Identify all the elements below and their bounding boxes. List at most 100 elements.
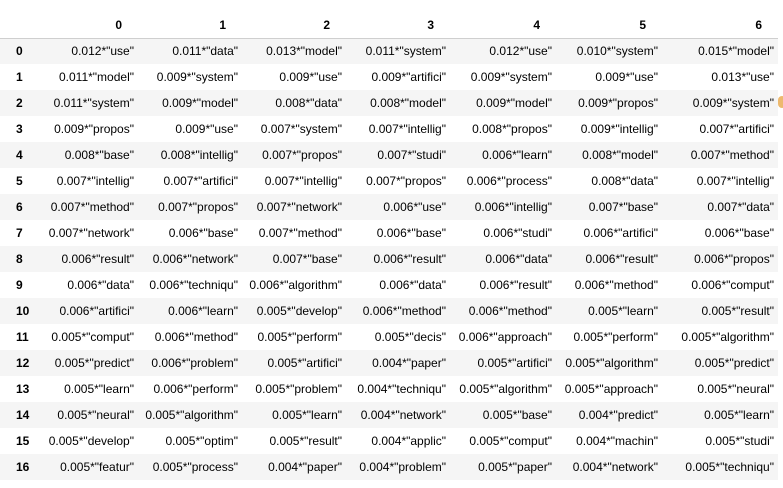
table-cell: 0.009*"artifici" [371, 70, 446, 84]
row-index: 9 [16, 278, 23, 292]
table-cell: 0.004*"problem" [359, 460, 446, 474]
table-cell: 0.008*"model" [370, 96, 446, 110]
table-cell: 0.009*"model" [162, 96, 238, 110]
table-row: 12 0.005*"predict" 0.006*"problem" 0.005*"a… [0, 350, 778, 376]
table-cell: 0.006*"perform" [153, 382, 238, 396]
table-cell: 0.005*"neural" [57, 408, 134, 422]
table-cell: 0.006*"result" [373, 252, 446, 266]
scroll-edge-indicator [778, 96, 783, 108]
table-cell: 0.005*"result" [269, 434, 342, 448]
table-cell: 0.005*"algorithm" [681, 330, 774, 344]
table-cell: 0.006*"base" [168, 226, 238, 240]
table-cell: 0.006*"learn" [482, 148, 552, 162]
table-cell: 0.005*"algorithm" [145, 408, 238, 422]
table-cell: 0.006*"result" [585, 252, 658, 266]
table-cell: 0.005*"featur" [60, 460, 134, 474]
table-cell: 0.009*"intellig" [580, 122, 658, 136]
table-cell: 0.006*"learn" [168, 304, 238, 318]
table-cell: 0.007*"network" [48, 226, 134, 240]
table-cell: 0.007*"system" [260, 122, 342, 136]
table-row: 5 0.007*"intellig" 0.007*"artifici" 0.007*"… [0, 168, 778, 194]
table-cell: 0.006*"result" [479, 278, 552, 292]
table-cell: 0.006*"base" [376, 226, 446, 240]
row-index: 15 [16, 434, 30, 448]
table-cell: 0.006*"data" [67, 278, 134, 292]
table-cell: 0.006*"network" [152, 252, 238, 266]
table-cell: 0.005*"develop" [256, 304, 342, 318]
table-cell: 0.006*"algorithm" [249, 278, 342, 292]
table-cell: 0.008*"data" [591, 174, 658, 188]
table-cell: 0.008*"data" [275, 96, 342, 110]
dataframe-output: 0 1 2 3 4 5 6 0 0.012*"use" 0.011*"data" 0.… [0, 12, 783, 480]
table-cell: 0.010*"system" [576, 44, 658, 59]
column-header: 5 [556, 12, 662, 39]
table-cell: 0.007*"propos" [366, 174, 446, 188]
table-cell: 0.004*"network" [572, 460, 658, 474]
table-cell: 0.007*"studi" [377, 148, 446, 162]
row-index: 3 [16, 122, 23, 136]
table-cell: 0.004*"paper" [372, 356, 446, 370]
table-cell: 0.008*"intellig" [160, 148, 238, 162]
table-row: 2 0.011*"system" 0.009*"model" 0.008*"data"… [0, 90, 778, 116]
table-cell: 0.008*"model" [582, 148, 658, 162]
table-cell: 0.007*"propos" [158, 200, 238, 214]
table-cell: 0.006*"base" [704, 226, 774, 240]
row-index: 1 [16, 70, 23, 84]
table-row: 4 0.008*"base" 0.008*"intellig" 0.007*"prop… [0, 142, 778, 168]
table-cell: 0.007*"data" [707, 200, 774, 214]
row-index: 14 [16, 408, 30, 422]
table-cell: 0.007*"intellig" [696, 174, 774, 188]
table-cell: 0.005*"artifici" [477, 356, 552, 370]
table-cell: 0.011*"system" [365, 44, 446, 59]
table-cell: 0.006*"studi" [483, 226, 552, 240]
column-header: 0 [46, 12, 138, 39]
table-cell: 0.011*"model" [58, 70, 134, 84]
table-cell: 0.006*"data" [485, 252, 552, 266]
table-cell: 0.005*"perform" [573, 330, 658, 344]
row-index: 2 [16, 96, 23, 110]
table-cell: 0.006*"propos" [694, 252, 774, 266]
table-row: 15 0.005*"develop" 0.005*"optim" 0.005*"res… [0, 428, 778, 454]
table-cell: 0.005*"algorithm" [459, 382, 552, 396]
table-cell: 0.005*"artifici" [267, 356, 342, 370]
table-cell: 0.011*"data" [172, 44, 238, 59]
table-cell: 0.007*"base" [588, 200, 658, 214]
table-cell: 0.012*"use" [71, 44, 134, 59]
table-cell: 0.008*"base" [64, 148, 134, 162]
table-cell: 0.004*"applic" [371, 434, 446, 448]
row-index: 11 [16, 330, 29, 344]
table-cell: 0.007*"method" [258, 226, 342, 240]
table-cell: 0.011*"system" [53, 96, 134, 110]
table-row: 0 0.012*"use" 0.011*"data" 0.013*"model" 0.0… [0, 38, 778, 64]
table-cell: 0.012*"use" [489, 44, 552, 59]
table-cell: 0.008*"propos" [472, 122, 552, 136]
table-cell: 0.005*"learn" [272, 408, 342, 422]
table-cell: 0.009*"system" [692, 96, 774, 110]
table-cell: 0.006*"problem" [151, 356, 238, 370]
table-cell: 0.013*"model" [266, 44, 342, 59]
table-cell: 0.004*"predict" [578, 408, 658, 422]
table-row: 14 0.005*"neural" 0.005*"algorithm" 0.005*"… [0, 402, 778, 428]
table-cell: 0.005*"neural" [697, 382, 774, 396]
table-cell: 0.005*"learn" [704, 408, 774, 422]
table-cell: 0.006*"process" [466, 174, 552, 188]
table-cell: 0.005*"techniqu" [685, 460, 774, 474]
table-cell: 0.006*"intellig" [474, 200, 552, 214]
table-cell: 0.005*"studi" [705, 434, 774, 448]
table-cell: 0.009*"use" [279, 70, 342, 84]
table-cell: 0.009*"use" [595, 70, 658, 84]
table-cell: 0.005*"comput" [469, 434, 552, 448]
table-body: 0 0.012*"use" 0.011*"data" 0.013*"model" 0.0… [0, 38, 778, 480]
table-cell: 0.009*"propos" [54, 122, 134, 136]
table-cell: 0.007*"artifici" [699, 122, 774, 136]
table-cell: 0.007*"method" [690, 148, 774, 162]
table-cell: 0.005*"algorithm" [565, 356, 658, 370]
row-index: 13 [16, 382, 30, 396]
table-cell: 0.006*"artifici" [583, 226, 658, 240]
table-cell: 0.006*"comput" [691, 278, 774, 292]
column-header: 4 [450, 12, 556, 39]
row-index: 4 [16, 148, 23, 162]
row-index: 0 [16, 44, 23, 59]
column-header: 2 [242, 12, 346, 39]
row-index: 5 [16, 174, 23, 188]
